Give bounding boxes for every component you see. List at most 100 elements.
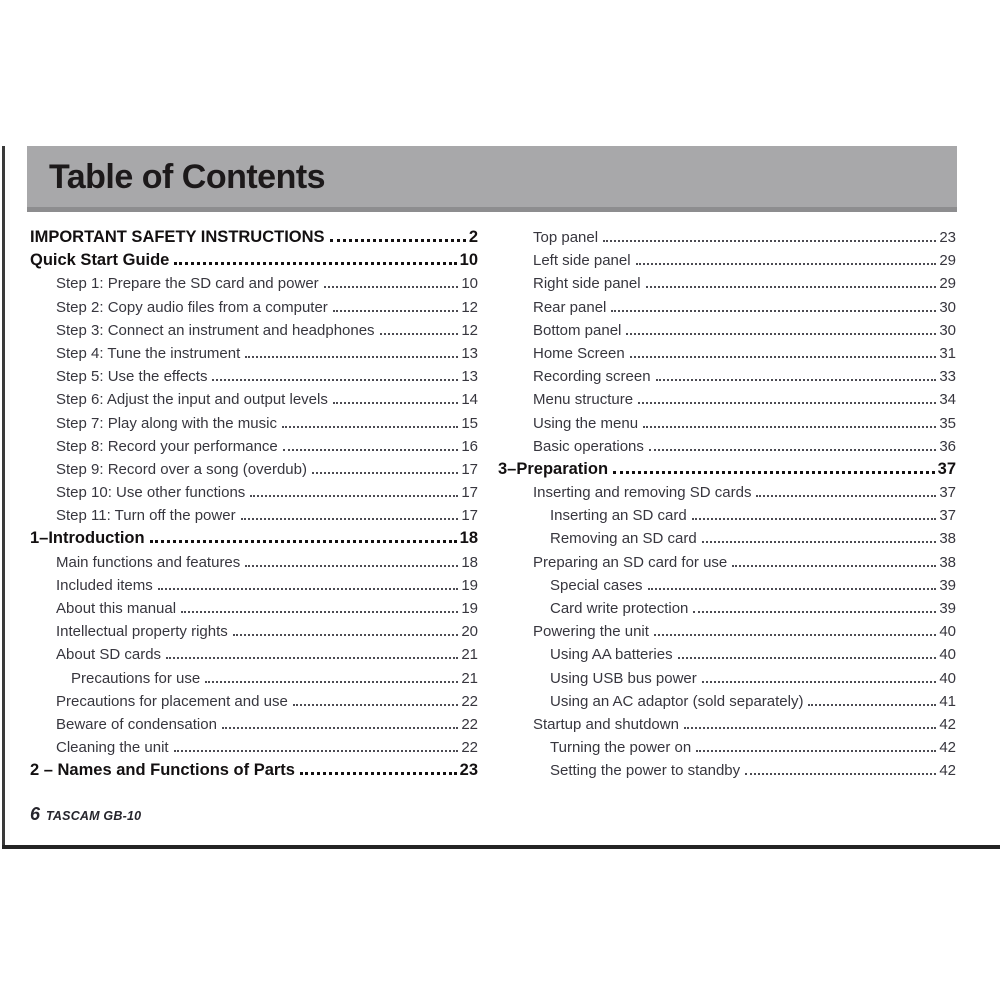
toc-entry[interactable]: Left side panel 29 (498, 249, 956, 272)
toc-leader-dots (221, 726, 459, 729)
toc-entry-page-number: 18 (459, 529, 478, 548)
toc-leader-dots (643, 425, 937, 428)
toc-entry[interactable]: Special cases 39 (498, 574, 956, 597)
toc-entry[interactable]: Step 10: Use other functions 17 (30, 481, 478, 504)
toc-entry[interactable]: Top panel 23 (498, 226, 956, 249)
toc-leader-dots (691, 518, 937, 521)
toc-entry-page-number: 31 (939, 344, 956, 362)
toc-entry[interactable]: Intellectual property rights 20 (30, 620, 478, 643)
toc-entry-page-number: 22 (461, 715, 478, 733)
toc-entry-page-number: 33 (939, 368, 956, 386)
toc-entry[interactable]: Step 11: Turn off the power 17 (30, 504, 478, 527)
toc-entry-label: Rear panel (533, 298, 607, 316)
toc-entry[interactable]: Inserting and removing SD cards 37 (498, 481, 956, 504)
toc-entry-page-number: 42 (939, 715, 956, 733)
toc-entry[interactable]: About this manual 19 (30, 597, 478, 620)
toc-entry[interactable]: Using USB bus power 40 (498, 667, 956, 690)
toc-entry[interactable]: Main functions and features 18 (30, 551, 478, 574)
toc-entry[interactable]: About SD cards 21 (30, 643, 478, 666)
toc-entry-page-number: 10 (459, 251, 478, 270)
toc-entry[interactable]: Turning the power on 42 (498, 736, 956, 759)
toc-entry-page-number: 17 (461, 507, 478, 525)
toc-entry[interactable]: Inserting an SD card 37 (498, 504, 956, 527)
toc-leader-dots (166, 657, 459, 660)
toc-entry[interactable]: Beware of condensation 22 (30, 713, 478, 736)
toc-entry[interactable]: Startup and shutdown 42 (498, 713, 956, 736)
toc-entry-page-number: 40 (939, 646, 956, 664)
toc-entry[interactable]: Preparing an SD card for use 38 (498, 551, 956, 574)
toc-entry[interactable]: Step 1: Prepare the SD card and power 10 (30, 272, 478, 295)
toc-entry[interactable]: Using the menu 35 (498, 412, 956, 435)
toc-entry[interactable]: Cleaning the unit 22 (30, 736, 478, 759)
toc-entry[interactable]: 2 – Names and Functions of Parts 23 (30, 759, 478, 782)
toc-entry-page-number: 16 (461, 437, 478, 455)
toc-entry-page-number: 23 (939, 229, 956, 246)
toc-entry-page-number: 42 (939, 739, 956, 757)
toc-entry-label: Step 10: Use other functions (56, 484, 246, 502)
toc-entry[interactable]: Basic operations 36 (498, 435, 956, 458)
toc-entry[interactable]: Using AA batteries 40 (498, 643, 956, 666)
toc-entry[interactable]: Setting the power to standby 42 (498, 759, 956, 782)
toc-entry[interactable]: Precautions for use 21 (30, 667, 478, 690)
toc-entry[interactable]: Step 5: Use the effects 13 (30, 365, 478, 388)
toc-entry-page-number: 19 (461, 600, 478, 617)
toc-leader-dots (250, 495, 459, 498)
toc-leader-dots (629, 355, 937, 358)
toc-leader-dots (299, 772, 457, 776)
toc-entry-label: Bottom panel (533, 321, 622, 339)
toc-entry[interactable]: Step 3: Connect an instrument and headph… (30, 319, 478, 342)
toc-entry[interactable]: Bottom panel 30 (498, 319, 956, 342)
toc-entry-label: Step 2: Copy audio files from a computer (56, 298, 328, 316)
toc-entry[interactable]: Menu structure 34 (498, 388, 956, 411)
toc-entry-label: Cleaning the unit (56, 739, 169, 757)
toc-entry[interactable]: Step 9: Record over a song (overdub) 17 (30, 458, 478, 481)
toc-entry[interactable]: Step 7: Play along with the music 15 (30, 412, 478, 435)
toc-leader-dots (701, 680, 937, 683)
toc-entry-label: 1–Introduction (30, 529, 145, 548)
toc-entry-label: Precautions for use (71, 669, 201, 687)
toc-entry[interactable]: Step 6: Adjust the input and output leve… (30, 388, 478, 411)
toc-entry[interactable]: Powering the unit 40 (498, 620, 956, 643)
toc-entry-label: Step 5: Use the effects (56, 368, 208, 386)
toc-entry[interactable]: Recording screen 33 (498, 365, 956, 388)
footer: 6 TASCAM GB-10 (30, 804, 141, 825)
toc-entry[interactable]: Precautions for placement and use 22 (30, 690, 478, 713)
toc-entry-label: Main functions and features (56, 553, 241, 571)
toc-entry[interactable]: IMPORTANT SAFETY INSTRUCTIONS 2 (30, 226, 478, 249)
toc-entry[interactable]: Quick Start Guide 10 (30, 249, 478, 272)
toc-entry[interactable]: Removing an SD card 38 (498, 527, 956, 550)
toc-entry[interactable]: 1–Introduction 18 (30, 527, 478, 550)
toc-leader-dots (683, 726, 937, 729)
toc-entry-page-number: 22 (461, 692, 478, 710)
toc-leader-dots (292, 703, 459, 706)
toc-leader-dots (653, 634, 937, 637)
toc-entry-label: Removing an SD card (550, 530, 697, 548)
toc-leader-dots (205, 680, 459, 683)
toc-entry-label: Step 6: Adjust the input and output leve… (56, 391, 328, 409)
toc-entry-page-number: 29 (939, 275, 956, 293)
toc-entry-label: Using AA batteries (550, 646, 673, 664)
toc-entry[interactable]: Using an AC adaptor (sold separately) 41 (498, 690, 956, 713)
toc-leader-dots (808, 703, 937, 706)
toc-entry[interactable]: Step 8: Record your performance 16 (30, 435, 478, 458)
toc-entry-page-number: 19 (461, 576, 478, 594)
toc-entry[interactable]: 3–Preparation 37 (498, 458, 956, 481)
toc-entry-label: Beware of condensation (56, 715, 217, 733)
toc-leader-dots (745, 773, 937, 776)
toc-leader-dots (332, 402, 459, 405)
toc-leader-dots (181, 611, 459, 613)
toc-entry[interactable]: Rear panel 30 (498, 296, 956, 319)
toc-entry[interactable]: Step 2: Copy audio files from a computer… (30, 296, 478, 319)
toc-entry[interactable]: Home Screen 31 (498, 342, 956, 365)
toc-entry-label: Inserting and removing SD cards (533, 484, 752, 502)
toc-entry[interactable]: Right side panel 29 (498, 272, 956, 295)
toc-entry-label: Left side panel (533, 252, 631, 270)
toc-entry-page-number: 36 (939, 437, 956, 455)
toc-entry-page-number: 39 (939, 576, 956, 594)
toc-entry[interactable]: Card write protection 39 (498, 597, 956, 620)
toc-entry[interactable]: Included items 19 (30, 574, 478, 597)
toc-entry-page-number: 21 (461, 646, 478, 664)
toc-entry-label: Menu structure (533, 391, 634, 409)
toc-entry[interactable]: Step 4: Tune the instrument 13 (30, 342, 478, 365)
toc-leader-dots (732, 564, 937, 567)
